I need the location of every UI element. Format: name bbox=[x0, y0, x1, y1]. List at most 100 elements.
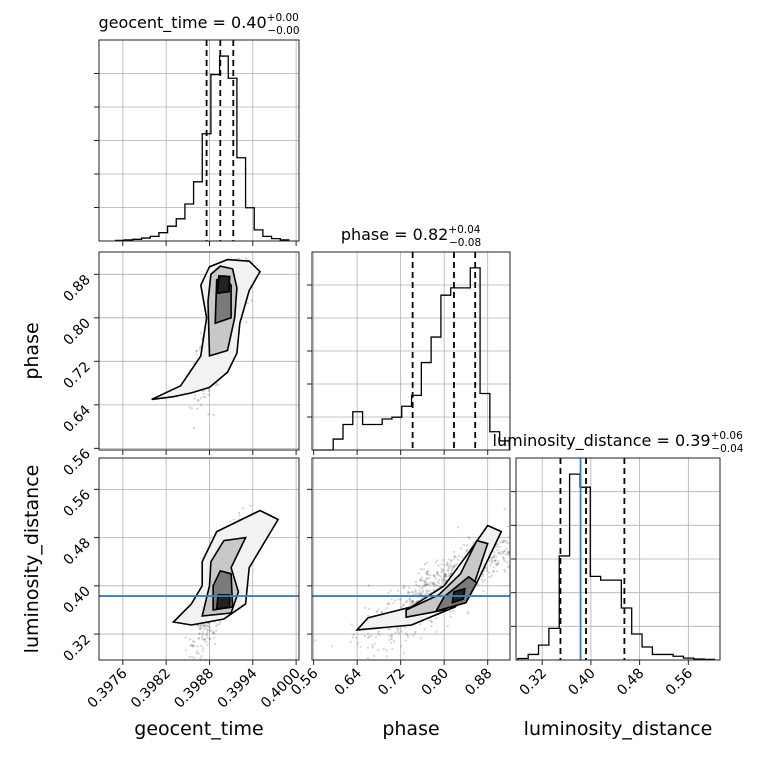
scatter-point bbox=[191, 644, 194, 647]
scatter-point bbox=[397, 589, 400, 593]
scatter-point bbox=[446, 568, 450, 571]
axis-label-phase: phase bbox=[382, 718, 439, 740]
scatter-point bbox=[385, 649, 388, 652]
scatter-point bbox=[452, 558, 455, 561]
scatter-point bbox=[190, 643, 193, 647]
scatter-point bbox=[421, 593, 424, 596]
scatter-point bbox=[432, 574, 435, 577]
scatter-point bbox=[372, 654, 376, 658]
tick-label-luminosity_distance: 0.40 bbox=[60, 583, 93, 616]
scatter-point bbox=[397, 627, 400, 630]
panel-geocent_time-vs-geocent_time: geocent_time = 0.40+0.00 −0.00 bbox=[94, 12, 300, 246]
scatter-point bbox=[413, 593, 416, 596]
scatter-point bbox=[426, 583, 429, 586]
scatter-point bbox=[376, 610, 379, 613]
scatter-point bbox=[371, 644, 374, 647]
scatter-point bbox=[506, 551, 509, 554]
scatter-point bbox=[447, 565, 450, 568]
scatter-point bbox=[504, 553, 508, 556]
panel-luminosity_distance-vs-luminosity_distance: luminosity_distance = 0.39+0.06 −0.04 0.32… bbox=[493, 430, 744, 740]
scatter-point bbox=[502, 550, 506, 553]
scatter-point bbox=[423, 580, 426, 584]
scatter-point bbox=[390, 634, 393, 637]
scatter-point bbox=[368, 607, 371, 610]
scatter-point bbox=[388, 628, 391, 631]
scatter-point bbox=[472, 541, 475, 544]
scatter-point bbox=[204, 640, 207, 644]
scatter-point bbox=[452, 567, 455, 570]
scatter-point bbox=[201, 633, 204, 636]
scatter-point bbox=[425, 581, 428, 584]
scatter-point bbox=[412, 599, 415, 603]
scatter-point bbox=[434, 577, 437, 580]
scatter-point bbox=[425, 591, 428, 594]
scatter-point bbox=[428, 583, 431, 586]
scatter-point bbox=[406, 633, 409, 636]
scatter-point bbox=[400, 630, 403, 633]
scatter-point bbox=[433, 583, 436, 586]
scatter-point bbox=[419, 579, 422, 582]
scatter-point bbox=[371, 646, 374, 649]
scatter-point bbox=[442, 578, 445, 581]
scatter-point bbox=[452, 565, 455, 568]
scatter-point bbox=[389, 589, 392, 592]
scatter-point bbox=[229, 520, 232, 523]
histogram-geocent_time bbox=[114, 55, 290, 242]
tick-label-geocent_time: 0.3982 bbox=[128, 666, 174, 712]
scatter-point bbox=[507, 525, 510, 528]
scatter-point bbox=[426, 583, 429, 586]
scatter-point bbox=[205, 627, 208, 630]
scatter-point bbox=[444, 573, 448, 576]
scatter-point bbox=[495, 564, 498, 567]
tick-label-geocent_time: 0.3988 bbox=[171, 666, 217, 712]
scatter-point bbox=[192, 640, 195, 643]
scatter-point bbox=[499, 541, 502, 544]
scatter-point bbox=[414, 589, 417, 592]
scatter-point bbox=[444, 573, 447, 576]
scatter-point bbox=[385, 655, 388, 658]
scatter-point bbox=[206, 624, 210, 627]
tick-label-phase: 0.64 bbox=[332, 665, 365, 698]
scatter-point bbox=[392, 602, 395, 605]
scatter-point bbox=[442, 577, 446, 580]
scatter-point bbox=[418, 589, 421, 592]
grid bbox=[99, 458, 299, 660]
scatter-point bbox=[507, 565, 510, 569]
tick-label-luminosity_distance: 0.56 bbox=[60, 487, 93, 520]
scatter-point bbox=[492, 556, 495, 559]
scatter-point bbox=[391, 647, 394, 650]
tick-label-geocent_time: 0.3994 bbox=[215, 665, 261, 711]
scatter-point bbox=[433, 575, 436, 578]
scatter-point bbox=[196, 645, 199, 648]
scatter-point bbox=[437, 564, 440, 567]
scatter-point bbox=[436, 584, 439, 588]
scatter-point bbox=[423, 628, 426, 631]
scatter-point bbox=[409, 601, 412, 604]
scatter-point bbox=[439, 575, 442, 578]
scatter-point bbox=[388, 638, 391, 642]
grid bbox=[516, 458, 720, 660]
contour-level-3 bbox=[215, 594, 231, 610]
scatter-point bbox=[366, 632, 370, 635]
scatter-point bbox=[442, 569, 445, 573]
scatter-point bbox=[420, 587, 423, 590]
scatter-point bbox=[502, 558, 505, 561]
scatter-point bbox=[495, 555, 498, 558]
scatter-point bbox=[441, 577, 444, 580]
scatter-point bbox=[440, 579, 443, 582]
scatter-point bbox=[403, 652, 406, 655]
scatter-point bbox=[366, 657, 369, 660]
scatter-point bbox=[444, 579, 447, 582]
scatter-point bbox=[436, 570, 439, 574]
scatter-point bbox=[480, 578, 484, 581]
scatter-point bbox=[422, 589, 425, 592]
scatter-point bbox=[448, 565, 451, 568]
scatter-point bbox=[423, 563, 426, 566]
scatter-point bbox=[399, 598, 403, 601]
scatter-point bbox=[426, 570, 429, 573]
scatter-point bbox=[364, 606, 367, 610]
scatter-point bbox=[453, 555, 456, 559]
scatter-point bbox=[193, 397, 196, 400]
scatter-point bbox=[446, 624, 449, 628]
scatter-point bbox=[314, 639, 317, 642]
